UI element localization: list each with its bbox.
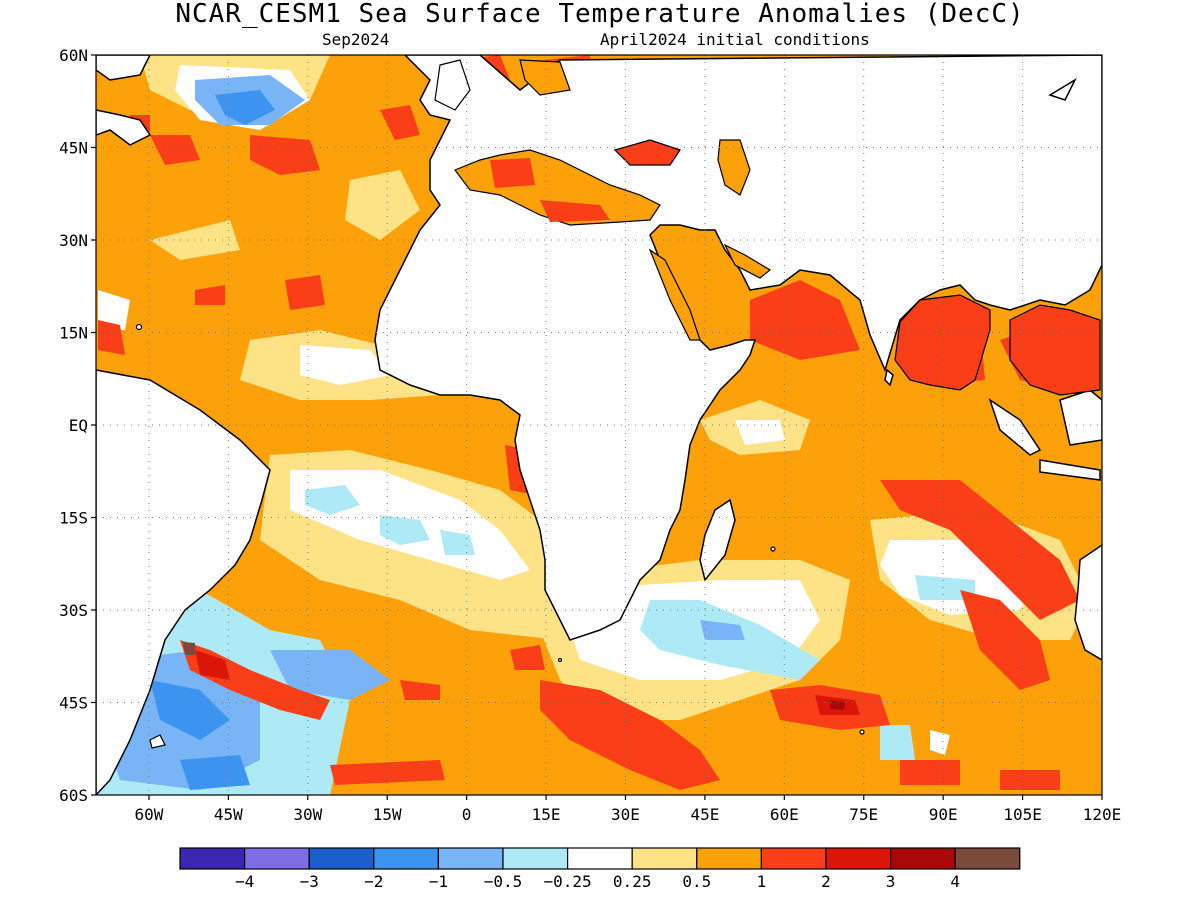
lat-tick-label: EQ <box>69 416 88 435</box>
colorbar-label: −0.5 <box>484 872 523 891</box>
madagascar <box>699 498 736 582</box>
colorbar-label: 1 <box>757 872 767 891</box>
lat-tick-label: 45S <box>59 694 88 713</box>
south-china-sea <box>1009 304 1101 396</box>
colorbar-label: −2 <box>364 872 383 891</box>
map-title: NCAR_CESM1 Sea Surface Temperature Anoma… <box>175 0 1025 29</box>
colorbar-label: 0.5 <box>682 872 711 891</box>
lat-tick-label: 60S <box>59 786 88 805</box>
colorbar-label: −1 <box>429 872 448 891</box>
anomaly-fields <box>96 55 1090 795</box>
colorbar-swatch <box>760 847 827 870</box>
lat-tick-label: 30S <box>59 601 88 620</box>
colorbar-swatch <box>696 847 762 870</box>
lon-tick-label: 45E <box>690 805 719 824</box>
lon-tick-label: 90E <box>929 805 958 824</box>
lon-tick-label: 15W <box>373 805 402 824</box>
lon-tick-label: 0 <box>462 805 472 824</box>
colorbar-swatch <box>437 847 504 870</box>
colorbar-swatch <box>954 847 1021 870</box>
australia <box>1074 544 1102 661</box>
britain <box>434 59 471 111</box>
colorbar-swatch <box>889 847 956 870</box>
south-america <box>96 369 271 795</box>
sumatra <box>988 398 1042 456</box>
north-america <box>96 109 152 146</box>
colorbar-label: −0.25 <box>544 872 592 891</box>
islands <box>135 323 865 749</box>
lon-tick-label: 75E <box>849 805 878 824</box>
red-sea <box>648 248 701 341</box>
java <box>1039 459 1101 481</box>
axis-ticks: 60N 45N 30N 15N EQ 15S 30S 45S 60S 60W 45W 30W 15W 0 1… <box>59 46 1121 824</box>
sri-lanka <box>884 368 894 387</box>
lon-tick-label: 60E <box>770 805 799 824</box>
bay-of-bengal <box>894 294 991 391</box>
black-sea <box>613 139 681 166</box>
lon-tick-label: 60W <box>134 805 163 824</box>
lon-tick-label: 30E <box>611 805 640 824</box>
lat-tick-label: 30N <box>59 231 88 250</box>
persian-gulf <box>723 243 772 279</box>
colorbar-label: −3 <box>300 872 319 891</box>
map-gridlines <box>96 55 1102 795</box>
colorbar-label: 4 <box>950 872 960 891</box>
colorbar-swatch <box>502 847 569 870</box>
lon-tick-label: 15E <box>532 805 561 824</box>
warm-anomaly-fields <box>98 55 1100 790</box>
colorbar-label: 3 <box>886 872 896 891</box>
lat-tick-label: 15N <box>59 324 88 343</box>
initial-conditions-label: April2024 initial conditions <box>600 30 870 49</box>
colorbar-swatch <box>631 847 698 870</box>
lon-tick-label: 45W <box>214 805 243 824</box>
colorbar-label: 2 <box>821 872 831 891</box>
colorbar-label: −4 <box>235 872 254 891</box>
caspian-sea <box>717 139 751 196</box>
inland-seas <box>434 59 1101 396</box>
japan <box>1048 78 1077 101</box>
greenland <box>96 55 151 81</box>
lon-tick-label: 120E <box>1083 805 1122 824</box>
lat-tick-label: 45N <box>59 139 88 158</box>
lon-tick-label: 30W <box>293 805 322 824</box>
colorbar-swatch <box>244 847 310 870</box>
colorbar-swatch <box>373 847 439 870</box>
colorbar-swatch <box>179 847 246 870</box>
colorbar-swatch <box>825 847 892 870</box>
forecast-month: Sep2024 <box>322 30 390 49</box>
lat-tick-label: 60N <box>59 46 88 65</box>
baltic <box>519 59 571 96</box>
lon-tick-label: 105E <box>1003 805 1042 824</box>
lat-tick-label: 15S <box>59 509 88 528</box>
colorbar-swatch <box>308 847 375 870</box>
colorbar: −4 −3 −2 −1 −0.5 −0.25 0.25 0.5 1 2 3 4 <box>179 847 1021 891</box>
colorbar-label: 0.25 <box>613 872 652 891</box>
colorbar-swatch <box>566 847 633 870</box>
